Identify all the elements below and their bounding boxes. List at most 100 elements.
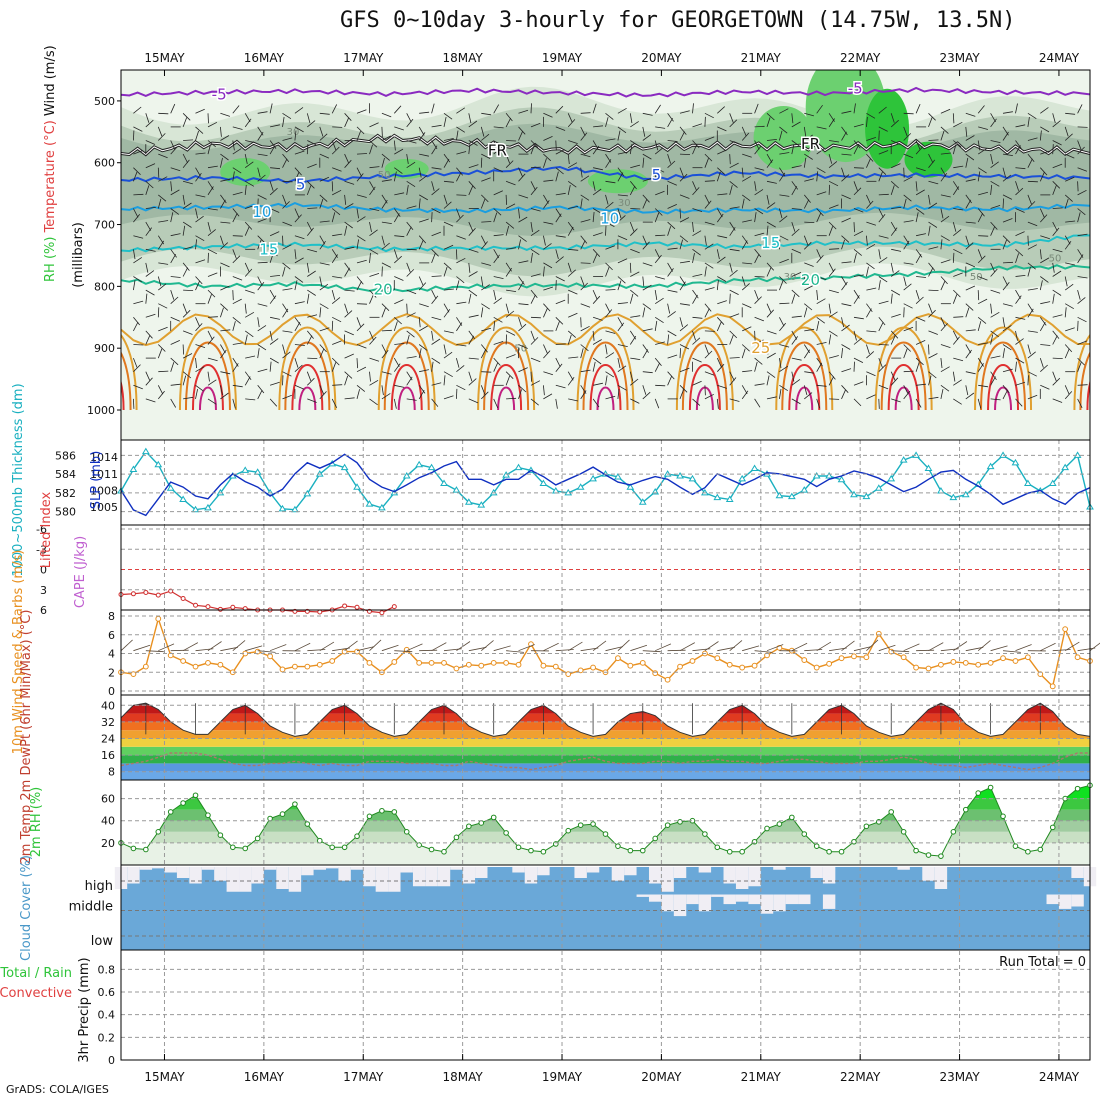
wind-barb	[555, 105, 564, 114]
wind-barb	[952, 371, 956, 382]
wind-barb	[704, 243, 714, 250]
wind-barb	[965, 285, 976, 291]
wind-barb	[1002, 368, 1013, 373]
wind-barb	[704, 180, 715, 182]
wind-barb-10m	[232, 640, 246, 651]
wind-barb	[543, 371, 554, 376]
wind-barb	[157, 126, 163, 137]
thickness-point	[204, 503, 212, 511]
wind-barb	[158, 344, 166, 352]
wind-barb	[568, 356, 579, 359]
wind-barb	[307, 207, 318, 209]
li-point	[391, 604, 397, 610]
wind-barb	[841, 126, 848, 136]
wind-barb	[816, 208, 824, 217]
wind-barb	[791, 379, 801, 386]
cloud-cell-high	[512, 867, 525, 873]
thickness-point	[986, 462, 995, 470]
wind-barb	[1077, 254, 1084, 264]
wind-barb	[853, 222, 855, 233]
wind-barb	[916, 233, 926, 237]
wind-barb	[356, 317, 361, 327]
wind-barb	[605, 221, 615, 227]
wind-barb	[555, 384, 566, 389]
wind-barb	[580, 390, 587, 400]
wind-barb	[891, 207, 902, 209]
wind-barb	[965, 135, 975, 141]
wind-barb	[692, 253, 695, 263]
wind-barb	[1015, 361, 1017, 372]
wind-barb	[928, 262, 936, 271]
wind-barb	[841, 385, 849, 393]
wind-barb	[1015, 295, 1022, 304]
li-point	[155, 592, 161, 598]
rh-point	[764, 825, 770, 832]
wind-barb	[158, 326, 168, 332]
wind-barb	[294, 384, 305, 390]
wind-barb	[977, 148, 987, 155]
rh-point	[217, 832, 224, 838]
wind-barb	[679, 126, 687, 135]
cloud-cell-high	[363, 867, 376, 887]
wind-barb	[629, 371, 634, 382]
wind-barb	[704, 350, 713, 359]
wind-barb-10m	[568, 641, 583, 652]
wind-barb	[1039, 317, 1047, 326]
wind-barb	[257, 194, 267, 200]
rh-point	[751, 838, 758, 845]
wind-barb	[965, 392, 975, 400]
wind-barb	[704, 158, 709, 168]
wind-barb	[642, 199, 648, 209]
wind-barb-10m	[816, 641, 832, 652]
wind-barb	[543, 200, 550, 209]
wind-barb	[269, 330, 273, 341]
rh-point	[242, 845, 249, 852]
wind-barb	[779, 235, 789, 241]
wind-barb	[667, 330, 677, 337]
wind-barb	[530, 103, 532, 114]
wind-barb	[244, 161, 254, 169]
wind-barb	[928, 309, 936, 318]
wind-barb	[468, 140, 478, 146]
wind-barb	[369, 208, 380, 211]
wind-barb	[928, 117, 933, 128]
rh-contour-label: 50	[378, 170, 391, 181]
li-tick-label: 6	[40, 604, 47, 617]
wind-barb	[866, 243, 876, 250]
wind-barb	[704, 112, 714, 119]
wind-barb	[580, 167, 583, 178]
wind-barb	[195, 317, 200, 327]
rh-point	[590, 821, 596, 827]
wind-barb	[816, 167, 826, 174]
rh-blob-high	[904, 141, 953, 178]
rh-point	[503, 830, 509, 836]
wind-barb	[133, 317, 141, 326]
wind-barb	[195, 239, 197, 250]
wind-barb	[828, 262, 835, 272]
wind-barb	[617, 172, 624, 182]
wind-barb	[170, 357, 179, 366]
wind-barb	[654, 398, 660, 409]
wind-barb	[456, 172, 462, 182]
cloud-cell-high	[301, 867, 314, 876]
wind-barb	[903, 240, 910, 250]
wind-barb	[232, 171, 235, 182]
cloud-cell-high	[288, 867, 302, 892]
wind-barb	[369, 379, 379, 386]
wind-barb	[679, 167, 684, 178]
isotherm-loop	[298, 386, 317, 411]
wind-barb	[356, 167, 362, 177]
wind-barb	[853, 248, 862, 256]
wind-barb-10m	[369, 639, 382, 651]
wind-barb	[990, 180, 1000, 187]
temp-tick-label: 24	[101, 733, 115, 746]
wind-barb	[369, 252, 371, 263]
wind-barb	[742, 153, 752, 158]
wind-barb	[1077, 398, 1083, 408]
wind-barb	[1064, 126, 1069, 137]
isotherm-label: 20	[374, 280, 393, 298]
wind-barb	[443, 158, 450, 168]
wind-barb	[667, 303, 671, 314]
wind-barb	[133, 171, 138, 182]
wind-barb	[456, 194, 467, 196]
